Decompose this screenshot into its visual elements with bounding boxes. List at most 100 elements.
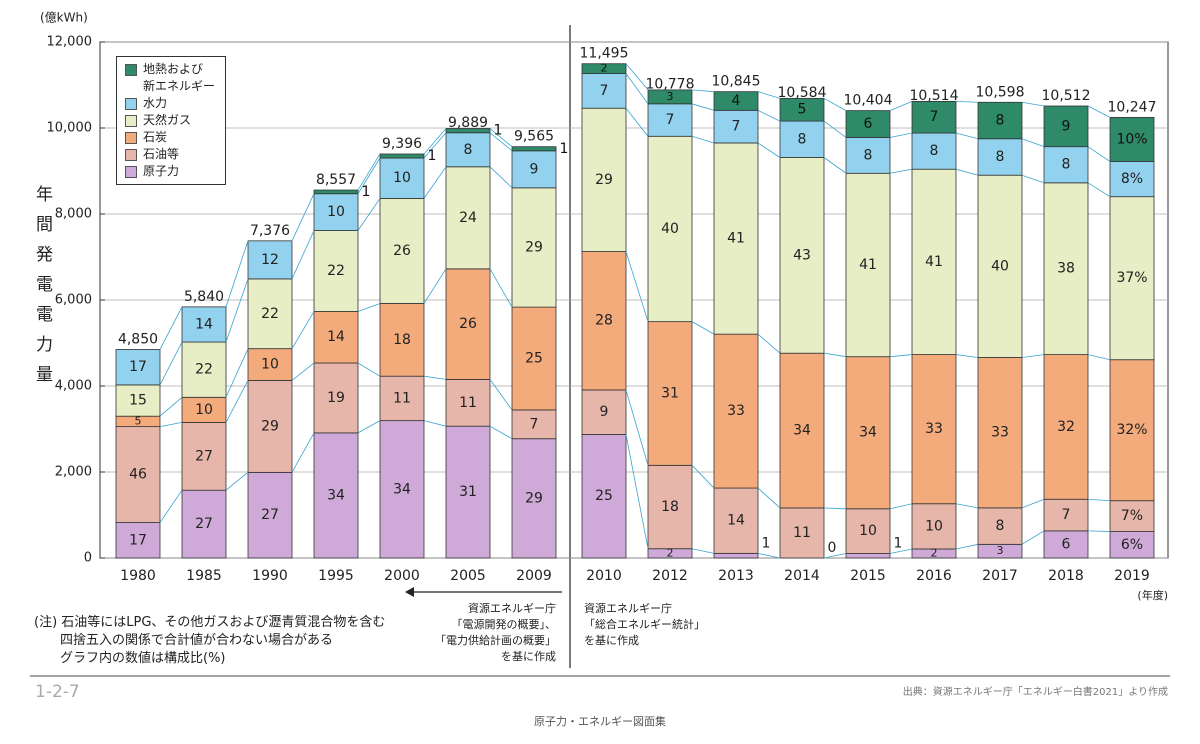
connector [1087,498,1111,502]
connector [625,73,649,105]
value-label: 34 [393,481,411,497]
bar-segment [845,137,891,174]
connector [291,193,315,242]
value-label: 7 [732,119,741,135]
connector [1087,182,1111,198]
connector [691,548,715,554]
value-label: 33 [727,403,745,419]
connector [423,166,447,199]
connector [159,341,183,386]
bar-segment [647,103,693,137]
connector [823,157,847,174]
total-label: 10,845 [712,74,761,90]
connector [159,306,183,350]
bar-segment [713,552,759,559]
legend-label: 水力 [143,96,168,110]
connector [955,503,979,509]
value-label: 25 [595,488,613,504]
legend-swatch [125,98,137,110]
bar-segment [247,379,293,473]
bar-segment [1109,531,1155,559]
value-label: 22 [327,263,345,279]
bar-segment [511,409,557,440]
bar-segment [1109,359,1155,502]
value-label: 22 [261,306,279,322]
value-label: 26 [459,316,477,332]
connector [625,107,649,137]
value-label: 26 [393,243,411,259]
value-label: 8 [996,113,1005,129]
note: グラフ内の数値は構成比(%) [60,651,226,666]
bar-segment [379,198,425,304]
bar-segment [713,333,759,489]
connector [159,489,183,523]
bar-segment [379,420,425,559]
connector [955,354,979,358]
value-label: 10 [261,357,279,373]
connector [357,157,381,194]
bar-segment [181,421,227,491]
connector [1021,174,1045,184]
value-label: 17 [129,532,147,548]
x-tick-label: 2017 [982,568,1018,584]
bar-segment [181,341,227,398]
total-label: 10,512 [1042,88,1091,104]
total-label: 8,557 [316,172,356,188]
legend-item: 石油等 [125,146,215,163]
bar-segment [713,91,759,111]
value-label: 28 [595,313,613,329]
value-label: 10 [859,523,877,539]
value-label: 9 [530,161,539,177]
value-label: 1 [494,123,503,139]
value-label: 8 [864,147,873,163]
connector [357,420,381,434]
value-label: 8 [996,149,1005,165]
value-label: 32% [1116,422,1147,438]
connectors [159,63,1111,559]
total-label: 5,840 [184,289,224,305]
bar-segment [1043,530,1089,559]
connector [757,333,781,354]
connector [889,548,913,554]
value-label: 8 [930,143,939,159]
value-label: 2 [601,62,608,75]
legend-label: 石炭 [143,130,168,144]
total-label: 7,376 [250,223,290,239]
bar-segment [181,396,227,423]
connector [889,101,913,111]
total-label: 10,514 [910,88,959,104]
y-tick-label: 12,000 [47,35,93,50]
connector [291,362,315,381]
connector [823,507,847,510]
value-label: 1 [762,535,771,551]
bar-segment [647,464,693,550]
bar-segment [1043,354,1089,500]
connector [357,153,381,191]
value-label: 27 [261,507,279,523]
x-tick-label: 2005 [450,568,486,584]
note: 四捨五入の関係で合計値が合わない場合がある [60,633,334,648]
value-label: 1 [560,141,569,157]
connector [159,422,183,428]
bar-segment [713,487,759,554]
connector [489,379,513,411]
bar-segment [445,166,491,270]
connector [1087,146,1111,162]
value-label: 14 [195,316,213,332]
connector [691,135,715,144]
connector [225,472,249,491]
value-label: 12 [261,252,279,268]
bar-segment [511,187,557,308]
legend-item: 石炭 [125,129,215,146]
x-tick-label: 2009 [516,568,552,584]
source-left: 「電源開発の概要」、 [451,618,557,631]
value-label: 41 [925,254,943,270]
bar-segment [115,349,161,386]
value-label: 10 [925,518,943,534]
connector [757,109,781,122]
bar-segment [379,153,425,159]
bar-segment [247,348,293,381]
legend-item: 水力 [125,95,215,112]
bar-segment [647,321,693,466]
y-tick-label: 10,000 [47,121,93,136]
